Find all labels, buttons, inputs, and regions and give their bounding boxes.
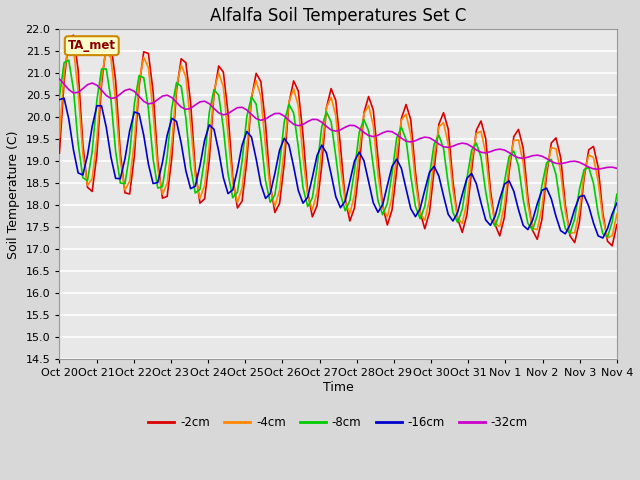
- Legend: -2cm, -4cm, -8cm, -16cm, -32cm: -2cm, -4cm, -8cm, -16cm, -32cm: [143, 411, 532, 434]
- Title: Alfalfa Soil Temperatures Set C: Alfalfa Soil Temperatures Set C: [210, 7, 467, 25]
- X-axis label: Time: Time: [323, 381, 353, 394]
- Text: TA_met: TA_met: [68, 39, 116, 52]
- Y-axis label: Soil Temperature (C): Soil Temperature (C): [7, 130, 20, 259]
